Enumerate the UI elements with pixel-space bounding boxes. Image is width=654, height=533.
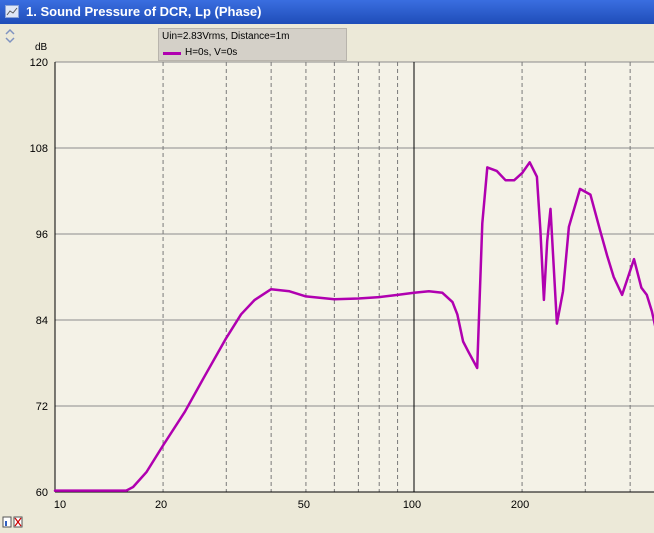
y-tick-label: 60 — [36, 487, 48, 499]
legend-swatch — [163, 52, 181, 55]
x-tick-label: 100 — [403, 499, 421, 511]
window-title: 1. Sound Pressure of DCR, Lp (Phase) — [26, 4, 262, 19]
y-tick-label: 84 — [36, 315, 48, 327]
chart-area: 60 72 84 96 108 120 10 20 50 100 200 dB — [30, 42, 654, 511]
y-tick-label: 108 — [30, 143, 48, 155]
x-tick-label: 200 — [511, 499, 529, 511]
y-axis-label: dB — [35, 42, 48, 53]
x-tick-label: 20 — [155, 499, 167, 511]
grid-layer — [55, 61, 654, 493]
chart-window-icon[interactable] — [5, 5, 19, 18]
y-tick-label: 120 — [30, 57, 48, 69]
scroll-up-down-icon[interactable] — [3, 28, 17, 44]
y-tick-labels: 60 72 84 96 108 120 — [30, 57, 48, 499]
legend-series-label: H=0s, V=0s — [185, 47, 238, 58]
left-toolbar — [0, 24, 22, 529]
legend-box: Uin=2.83Vrms, Distance=1m H=0s, V=0s — [158, 28, 347, 61]
y-tick-label: 96 — [36, 229, 48, 241]
toolbar-icons[interactable] — [2, 515, 24, 528]
x-tick-label: 50 — [298, 499, 310, 511]
x-tick-label: 10 — [54, 499, 66, 511]
legend-conditions: Uin=2.83Vrms, Distance=1m — [162, 31, 290, 42]
y-tick-label: 72 — [36, 401, 48, 413]
series-layer — [53, 161, 654, 492]
x-tick-labels: 10 20 50 100 200 — [54, 499, 529, 511]
window-titlebar: 1. Sound Pressure of DCR, Lp (Phase) — [0, 0, 654, 24]
series-line — [53, 161, 654, 492]
